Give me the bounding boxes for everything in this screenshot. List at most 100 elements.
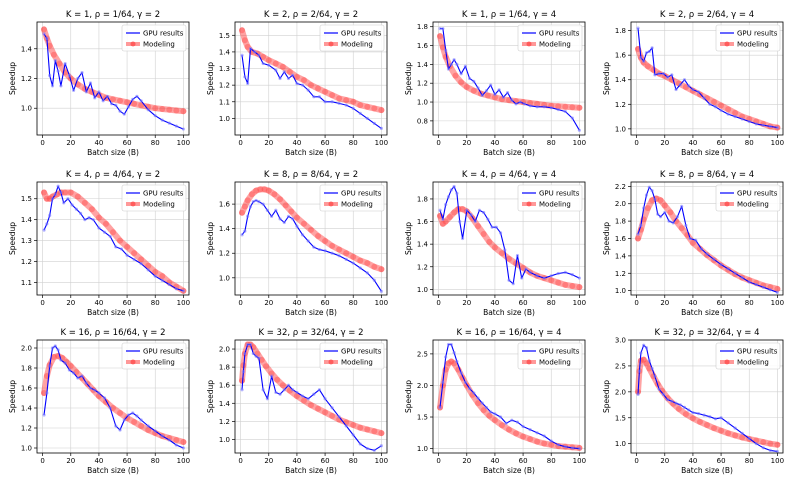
data-point-modeling — [241, 203, 248, 210]
data-point-gpu-results — [291, 388, 295, 392]
y-tick-label: 1.8 — [417, 195, 428, 203]
data-point-gpu-results — [507, 278, 511, 282]
data-point-gpu-results — [126, 413, 131, 417]
data-point-gpu-results — [653, 374, 657, 378]
x-tick-label: 80 — [745, 457, 754, 465]
legend: GPU results Modeling — [715, 24, 781, 52]
data-point-gpu-results — [67, 368, 71, 372]
data-point-modeling — [725, 106, 732, 113]
data-point-gpu-results — [246, 81, 250, 86]
y-tick-label: 1.2 — [219, 418, 230, 426]
data-point-modeling — [62, 189, 69, 196]
data-point-modeling — [486, 238, 493, 245]
data-point-gpu-results — [775, 290, 779, 294]
series-line-modeling — [437, 358, 583, 451]
y-tick-label: 1.6 — [417, 42, 429, 50]
x-tick-label: 20 — [462, 299, 471, 307]
y-tick-label: 0.8 — [417, 117, 428, 125]
legend-marker-modeling — [328, 201, 334, 207]
data-point-gpu-results — [261, 388, 265, 392]
legend: GPU results Modeling — [715, 184, 781, 212]
axes-frame — [234, 339, 388, 454]
data-point-gpu-results — [670, 73, 674, 77]
data-point-gpu-results — [535, 274, 539, 278]
data-point-gpu-results — [498, 415, 503, 419]
data-point-gpu-results — [254, 354, 258, 358]
data-point-modeling — [274, 376, 281, 383]
data-point-modeling — [357, 102, 364, 109]
data-point-gpu-results — [650, 366, 654, 371]
x-tick-label: 40 — [292, 299, 301, 307]
x-tick-label: 20 — [462, 139, 471, 147]
data-point-gpu-results — [489, 410, 493, 414]
data-point-modeling — [46, 195, 53, 202]
data-point-modeling — [451, 209, 458, 216]
data-point-gpu-results — [323, 100, 327, 104]
data-point-modeling — [145, 427, 152, 433]
data-point-modeling — [271, 191, 278, 198]
legend-marker-modeling — [526, 359, 532, 365]
data-point-gpu-results — [243, 229, 247, 233]
data-point-gpu-results — [337, 101, 341, 106]
legend-label-gpu-results: GPU results — [143, 190, 184, 198]
data-point-gpu-results — [761, 446, 765, 450]
data-point-modeling — [667, 209, 674, 216]
data-point-gpu-results — [694, 238, 698, 242]
data-point-gpu-results — [515, 253, 520, 258]
legend-marker-modeling — [724, 359, 730, 365]
data-point-gpu-results — [84, 90, 88, 94]
data-point-gpu-results — [358, 111, 362, 115]
data-point-gpu-results — [678, 403, 682, 407]
data-point-modeling — [562, 281, 569, 288]
x-tick-label: 0 — [238, 299, 242, 307]
data-point-modeling — [732, 432, 739, 439]
data-point-modeling — [527, 99, 534, 106]
data-point-gpu-results — [671, 221, 675, 225]
y-tick-label: 2.0 — [417, 382, 428, 390]
data-point-modeling — [657, 197, 664, 204]
data-point-gpu-results — [644, 193, 649, 197]
y-tick-label: 1.5 — [219, 32, 230, 40]
data-point-gpu-results — [501, 95, 505, 99]
data-point-gpu-results — [306, 397, 310, 401]
data-point-modeling — [67, 189, 74, 196]
data-point-gpu-results — [80, 70, 84, 75]
data-point-modeling — [180, 439, 187, 445]
x-tick-label: 0 — [40, 457, 44, 465]
data-point-gpu-results — [678, 83, 682, 87]
subplot-title: K = 2, ρ = 2/64, γ = 4 — [660, 10, 754, 20]
data-point-gpu-results — [570, 273, 574, 277]
axes-frame — [432, 339, 586, 454]
data-point-gpu-results — [153, 429, 157, 433]
data-point-modeling — [439, 44, 446, 51]
data-point-modeling — [446, 214, 453, 221]
data-point-gpu-results — [93, 96, 97, 100]
data-point-gpu-results — [665, 398, 670, 402]
data-point-modeling — [371, 263, 378, 270]
y-tick-label: 1.4 — [21, 45, 33, 53]
x-tick-label: 60 — [519, 299, 528, 307]
data-point-gpu-results — [449, 188, 453, 192]
data-point-modeling — [661, 202, 668, 209]
data-point-gpu-results — [153, 114, 157, 118]
data-point-gpu-results — [493, 92, 497, 97]
data-point-gpu-results — [674, 401, 678, 405]
data-point-modeling — [718, 427, 725, 434]
y-tick-label: 1.5 — [615, 414, 626, 422]
x-tick-label: 100 — [375, 457, 388, 465]
legend-label-gpu-results: GPU results — [539, 348, 580, 356]
data-point-modeling — [239, 209, 246, 216]
data-point-gpu-results — [441, 380, 445, 384]
data-point-gpu-results — [636, 392, 640, 397]
y-tick-label: 1.4 — [219, 225, 231, 233]
x-tick-label: 100 — [573, 299, 586, 307]
data-point-modeling — [131, 100, 138, 107]
data-point-modeling — [480, 230, 487, 237]
data-point-modeling — [138, 102, 145, 109]
data-point-gpu-results — [455, 191, 459, 195]
data-point-gpu-results — [274, 208, 278, 212]
x-tick-label: 60 — [321, 457, 330, 465]
data-point-gpu-results — [570, 446, 574, 450]
data-point-modeling — [173, 107, 180, 114]
legend-label-gpu-results: GPU results — [539, 30, 580, 38]
